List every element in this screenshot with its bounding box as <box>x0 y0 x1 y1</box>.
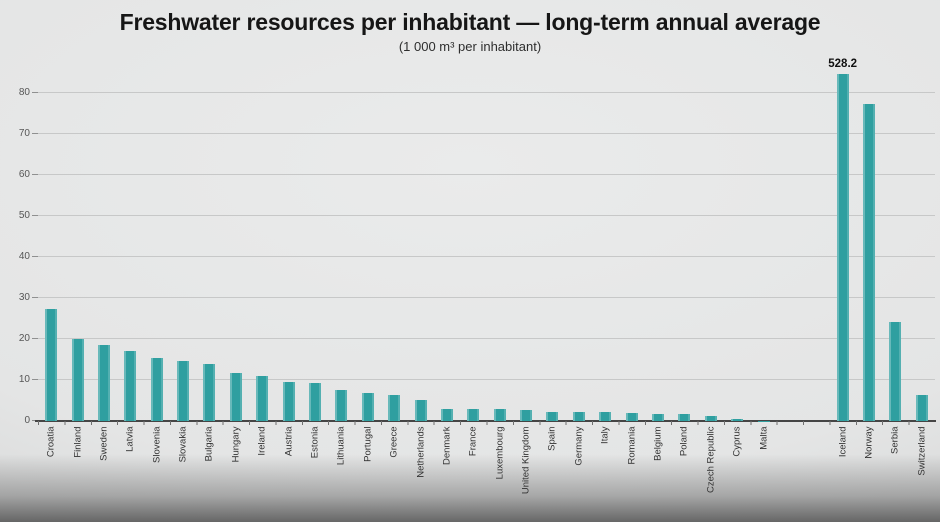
grid-line <box>38 215 935 216</box>
bar-denmark <box>440 408 453 421</box>
bar-netherlands <box>414 399 427 421</box>
grid-line <box>38 338 935 339</box>
x-category-label: Austria <box>283 426 295 457</box>
bar-belgium <box>651 413 664 421</box>
y-tick <box>32 297 38 298</box>
bar-lithuania <box>335 390 348 421</box>
grid-line <box>38 297 935 298</box>
x-category-label: Iceland <box>837 426 849 458</box>
bar-norway <box>863 103 876 421</box>
bar-austria <box>282 382 295 421</box>
x-category-label: Sweden <box>98 426 110 461</box>
bar-value-annotation: 528.2 <box>828 58 858 71</box>
x-category-label: Spain <box>546 426 558 451</box>
y-tick-label: 10 <box>18 374 30 385</box>
bar-spain <box>546 411 559 421</box>
bar-bulgaria <box>203 363 216 421</box>
x-category-label: Latvia <box>124 426 136 452</box>
grid-line <box>38 92 935 93</box>
bar-estonia <box>309 383 321 421</box>
x-category-label: Slovenia <box>151 426 163 463</box>
bar-portugal <box>361 392 374 421</box>
y-tick-label: 0 <box>24 415 30 426</box>
bar-sweden <box>97 344 110 421</box>
x-category-label: Portugal <box>362 426 374 462</box>
bar-croatia <box>45 309 58 421</box>
bar-latvia <box>124 350 137 421</box>
grid-line <box>38 133 935 134</box>
bar-italy <box>599 412 612 421</box>
x-category-label: Czech Republic <box>705 426 717 494</box>
bar-luxembourg <box>493 409 506 421</box>
x-category-label: Serbia <box>889 426 901 454</box>
grid-line <box>38 256 935 257</box>
bar-cyprus <box>731 419 744 421</box>
x-category-label: Estonia <box>309 426 321 459</box>
y-tick <box>32 379 38 380</box>
x-category-label: Hungary <box>230 426 242 463</box>
x-category-label: Bulgaria <box>203 426 215 462</box>
x-axis-ticks <box>38 421 935 425</box>
x-category-label: Malta <box>758 426 769 450</box>
y-tick-label: 20 <box>18 333 30 344</box>
bar-france <box>467 408 480 421</box>
x-category-label: Cyprus <box>731 426 743 457</box>
bar-iceland <box>836 74 849 421</box>
x-category-label: Croatia <box>45 426 57 458</box>
x-category-label: Ireland <box>256 426 268 456</box>
x-category-label: Greece <box>388 426 400 458</box>
bar-slovenia <box>150 358 163 421</box>
x-category-label: Netherlands <box>415 426 427 478</box>
bar-ireland <box>256 376 269 421</box>
y-tick-label: 30 <box>18 292 30 303</box>
chart-subtitle: (1 000 m³ per inhabitant) <box>398 39 542 54</box>
x-category-label: France <box>467 426 479 457</box>
bar-greece <box>388 394 401 421</box>
x-category-label: Slovakia <box>177 426 189 463</box>
x-category-label: Germany <box>573 426 585 466</box>
y-tick <box>32 215 38 216</box>
y-tick <box>32 338 38 339</box>
y-tick <box>32 174 38 175</box>
x-category-label: Denmark <box>441 426 453 466</box>
x-category-label: Norway <box>863 426 875 459</box>
bar-czech-republic <box>704 415 717 421</box>
bar-finland <box>71 339 84 421</box>
y-tick <box>32 92 38 93</box>
y-tick <box>32 256 38 257</box>
grid-line <box>38 379 935 380</box>
y-tick-label: 70 <box>18 128 30 139</box>
x-category-label: Romania <box>626 426 638 465</box>
bar-switzerland <box>915 394 928 421</box>
chart-title: Freshwater resources per inhabitant — lo… <box>119 9 821 35</box>
bar-slovakia <box>177 361 190 421</box>
bar-poland <box>678 414 691 421</box>
grid-line <box>38 174 935 175</box>
y-tick-label: 60 <box>18 169 30 180</box>
y-tick-label: 80 <box>18 87 30 98</box>
y-tick-label: 40 <box>18 251 30 262</box>
x-category-label: Lithuania <box>335 426 347 466</box>
bar-hungary <box>229 373 242 421</box>
bar-serbia <box>889 321 902 421</box>
bar-united-kingdom <box>520 409 533 421</box>
y-tick-label: 50 <box>18 210 30 221</box>
x-category-label: Finland <box>72 426 84 458</box>
x-category-label: Belgium <box>652 426 664 461</box>
x-category-label: Luxembourg <box>494 426 506 480</box>
x-category-label: Switzerland <box>916 426 928 476</box>
x-category-label: Italy <box>599 426 611 444</box>
x-category-label: United Kingdom <box>520 426 532 495</box>
bar-germany <box>572 412 585 421</box>
y-tick <box>32 133 38 134</box>
plot-area: 0 10 20 30 40 50 60 70 80 Croatia Finland Sweden Lat… <box>19 58 936 494</box>
bar-romania <box>625 412 638 421</box>
x-category-label: Poland <box>678 426 690 457</box>
